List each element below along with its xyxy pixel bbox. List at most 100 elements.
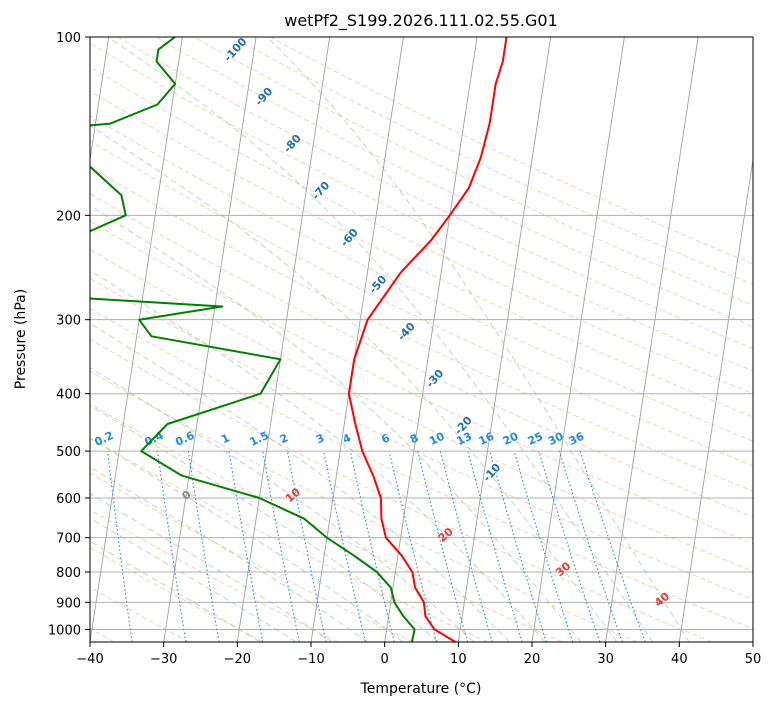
mixing-ratio-line [489, 450, 547, 642]
moist-adiabat-line [90, 205, 582, 642]
isotherm-line [752, 639, 753, 642]
dry-adiabat-line [90, 140, 753, 467]
moist-adiabat-line [90, 367, 475, 642]
theta-label: -10 [480, 461, 503, 485]
isotherm-line [457, 37, 552, 642]
theta-label: -20 [452, 414, 475, 438]
mixing-ratio-line [228, 451, 264, 642]
isotherm-line [163, 37, 257, 642]
dry-adiabat-line [90, 166, 753, 492]
temperature-profile [347, 37, 508, 642]
mixing-ratio-line [286, 450, 327, 642]
x-tick-label: 50 [745, 652, 762, 667]
mixing-ratio-line [558, 450, 623, 642]
moist-adiabat-line [90, 540, 261, 642]
mixing-ratio-line [439, 450, 493, 642]
isotherm-line [678, 156, 753, 642]
mixing-ratio-line [538, 450, 601, 642]
mixing-ratio-line [106, 451, 133, 642]
moist-adiabat-line [90, 125, 618, 642]
x-axis-label: Temperature (°C) [360, 681, 482, 697]
x-tick-label: 10 [450, 652, 467, 667]
dry-adiabat-line [90, 547, 264, 642]
dry-adiabat-line [90, 115, 753, 442]
dry-adiabat-line [90, 193, 753, 518]
mixing-ratio-label: 36 [567, 430, 587, 448]
mixing-ratio-line [388, 450, 437, 642]
dry-adiabat-line [90, 66, 753, 395]
dry-adiabat-line [155, 37, 753, 328]
mixing-ratio-label: 8 [408, 431, 420, 446]
mixing-ratio-label: 13 [455, 430, 474, 448]
x-tick-label: −30 [150, 652, 177, 667]
isotherm-line [605, 37, 699, 642]
plot-frame [89, 36, 754, 643]
isotherm-line [310, 37, 404, 642]
mixing-ratio-line [513, 450, 574, 642]
x-tick-label: 40 [671, 652, 688, 667]
moist-adiabat-line [90, 437, 404, 642]
mixing-ratio-label: 10 [427, 430, 447, 448]
moist-adiabat-line [90, 517, 297, 642]
dry-adiabat-line [90, 437, 488, 642]
dry-adiabat-line [90, 338, 712, 642]
mixing-ratio-label: 0.2 [92, 429, 115, 449]
mixing-ratio-line [262, 451, 300, 642]
mixing-ratio-label: 16 [477, 430, 497, 448]
dry-adiabat-line [117, 37, 753, 350]
dry-adiabat-line [90, 307, 753, 630]
moist-adiabat-label: 10 [283, 485, 303, 505]
mixing-ratio-line [349, 450, 395, 642]
moist-adiabat-line [90, 466, 368, 642]
x-tick-label: −10 [297, 652, 324, 667]
y-tick-label: 500 [56, 445, 81, 460]
mixing-ratio-label: 20 [501, 430, 521, 448]
mixing-ratio-line [417, 450, 469, 642]
chart-title: wetPf2_S199.2026.111.02.55.G01 [284, 11, 558, 31]
isotherm-line [90, 37, 110, 163]
x-tick-label: −20 [224, 652, 251, 667]
dewpoint-profile [90, 37, 416, 642]
isotherm-line [90, 37, 183, 642]
isotherm-line [531, 37, 625, 642]
y-tick-label: 600 [56, 492, 81, 507]
isotherm-line [236, 37, 331, 642]
y-tick-label: 700 [56, 532, 81, 547]
theta-label: -70 [309, 179, 332, 203]
moist-adiabat-label: 40 [652, 590, 672, 610]
dry-adiabat-line [193, 37, 753, 306]
dry-adiabat-line [231, 37, 753, 285]
dry-adiabat-line [90, 42, 753, 372]
mixing-ratio-label: 25 [526, 430, 545, 448]
mixing-ratio-line [323, 450, 366, 642]
y-tick-label: 1000 [48, 623, 81, 638]
y-tick-label: 200 [56, 209, 81, 224]
moist-adiabat-line [266, 37, 690, 642]
moist-adiabat-line [90, 269, 546, 642]
moist-adiabat-line [107, 37, 654, 642]
dry-adiabat-line [90, 220, 753, 545]
x-tick-label: 0 [381, 652, 389, 667]
theta-label: -80 [281, 132, 304, 156]
dry-adiabat-line [90, 370, 638, 642]
theta-label: -60 [338, 226, 361, 250]
y-axis-label: Pressure (hPa) [13, 289, 29, 389]
mixing-ratio-line [579, 450, 646, 642]
theta-label: -90 [252, 85, 275, 109]
dry-adiabat-line [90, 277, 753, 601]
moist-adiabat-line [90, 322, 510, 642]
mixing-ratio-label: 30 [546, 430, 566, 448]
y-tick-label: 100 [56, 31, 81, 46]
mixing-ratio-line [156, 451, 187, 642]
mixing-ratio-label: 3 [314, 431, 326, 446]
y-tick-label: 900 [56, 596, 81, 611]
theta-label: -40 [395, 320, 418, 344]
dry-adiabat-line [90, 248, 753, 572]
y-tick-label: 300 [56, 314, 81, 329]
mixing-ratio-line [467, 450, 523, 642]
isotherm-line [384, 37, 478, 642]
mixing-ratio-label: 4 [341, 431, 354, 446]
x-tick-label: −40 [76, 652, 103, 667]
y-tick-label: 400 [56, 388, 81, 403]
